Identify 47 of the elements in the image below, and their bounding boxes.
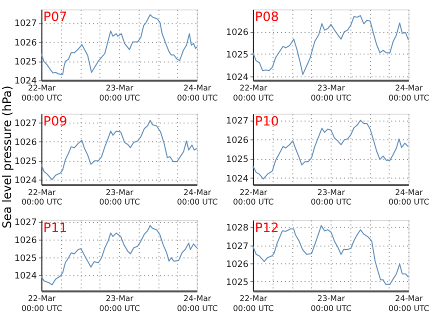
x-tick-label: 24-Mar 00:00 UTC [388,188,430,207]
x-tick-label: 23-Mar 00:00 UTC [310,84,352,102]
y-tick-label: 1025 [14,58,37,68]
x-tick-label: 24-Mar 00:00 UTC [176,294,218,314]
x-tick-label: 23-Mar 00:00 UTC [99,188,140,207]
x-tick-label: 24-Mar 00:00 UTC [176,84,218,102]
y-tick-label: 1027 [14,19,37,30]
y-tick-label: 1025 [14,157,37,168]
x-tick-label: 22-Mar 00:00 UTC [21,84,63,102]
x-tick-label: 23-Mar 00:00 UTC [99,84,140,102]
y-tick-label: 1028 [226,224,249,234]
y-tick-label: 1026 [226,136,249,146]
y-tick-label: 1026 [14,138,38,148]
x-tick-label: 22-Mar 00:00 UTC [21,188,63,207]
x-tick-label: 23-Mar 00:00 UTC [99,294,140,314]
y-tick-label: 1026 [14,38,38,48]
chart-title: P07 [43,10,68,26]
y-tick-label: 1025 [226,50,248,61]
y-axis-title: Sea level pressure (hPa) [0,86,14,228]
y-tick-label: 1027 [14,119,37,130]
y-tick-label: 1025 [226,155,248,166]
x-tick-label: 24-Mar 00:00 UTC [176,188,218,207]
chart-title: P10 [254,114,279,130]
y-tick-label: 1024 [14,176,38,186]
y-tick-label: 1024 [226,174,249,184]
y-tick-label: 1025 [226,278,248,288]
y-tick-label: 1026 [14,236,38,246]
x-tick-label: 22-Mar 00:00 UTC [233,294,274,314]
chart-title: P08 [254,10,279,26]
x-tick-label: 22-Mar 00:00 UTC [233,188,274,207]
x-tick-label: 24-Mar 00:00 UTC [388,84,430,102]
x-tick-label: 24-Mar 00:00 UTC [388,294,430,314]
y-tick-label: 1027 [226,242,248,252]
y-tick-label: 1026 [226,260,249,270]
y-tick-label: 1025 [14,254,37,264]
y-tick-label: 1027 [14,218,37,228]
y-tick-label: 1024 [14,272,38,282]
x-tick-label: 23-Mar 00:00 UTC [310,188,352,207]
y-tick-label: 1027 [226,116,248,127]
x-tick-label: 23-Mar 00:00 UTC [310,294,352,314]
chart-title: P12 [254,220,279,236]
chart-title: P11 [43,220,68,236]
x-tick-label: 22-Mar 00:00 UTC [21,294,63,314]
x-tick-label: 22-Mar 00:00 UTC [233,84,274,102]
y-tick-label: 1026 [226,28,249,38]
chart-title: P09 [43,114,68,130]
y-tick-label: 1024 [226,72,249,83]
